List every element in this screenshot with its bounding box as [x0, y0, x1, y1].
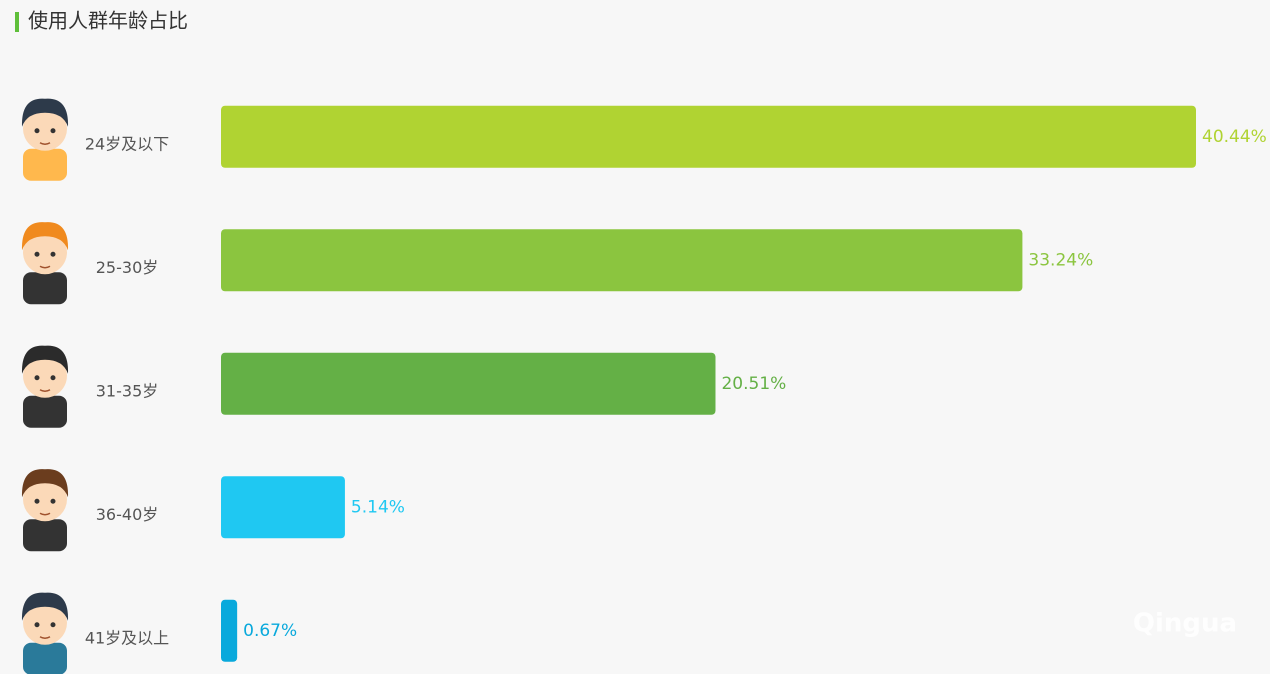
- avatar-eye: [50, 128, 56, 134]
- avatar-mouth: [39, 389, 51, 392]
- avatar-hair: [21, 98, 69, 127]
- bar: [221, 476, 345, 539]
- avatar-mouth: [39, 265, 51, 269]
- avatar-eye: [50, 375, 56, 381]
- avatar-eye: [34, 498, 40, 504]
- avatar-icon: [21, 98, 69, 181]
- category-label: 31-35岁: [96, 381, 159, 400]
- bar: [221, 599, 238, 662]
- avatar-hair: [21, 592, 69, 621]
- title-accent: [15, 12, 19, 32]
- avatar-face: [23, 353, 67, 398]
- avatar-icon: [21, 345, 69, 428]
- avatar-eye: [50, 498, 56, 504]
- avatar-eye: [50, 251, 56, 257]
- avatar-eye: [34, 251, 40, 257]
- avatar-body: [23, 272, 67, 305]
- avatar-eye: [50, 622, 56, 628]
- avatar-face: [23, 477, 67, 522]
- chart-title: 使用人群年龄占比: [28, 9, 188, 33]
- avatar-hair: [21, 345, 69, 374]
- category-label: 36-40岁: [96, 505, 159, 524]
- avatar-face: [23, 600, 67, 645]
- avatar-icon: [21, 469, 69, 552]
- avatar-body: [23, 519, 67, 552]
- avatar-mouth: [39, 636, 51, 639]
- avatar-mouth: [39, 512, 51, 516]
- value-label: 5.14%: [351, 497, 405, 517]
- avatar-body: [23, 148, 67, 181]
- bar: [221, 229, 1023, 292]
- avatar-body: [23, 395, 67, 428]
- avatar-eye: [34, 622, 40, 628]
- category-label: 25-30岁: [96, 258, 159, 277]
- category-label: 24岁及以下: [85, 134, 169, 153]
- bar: [221, 352, 716, 415]
- value-label: 33.24%: [1028, 250, 1093, 270]
- avatar-icon: [21, 222, 69, 305]
- value-label: 20.51%: [721, 374, 786, 394]
- avatar-hair: [21, 222, 69, 251]
- avatar-icon: [21, 592, 69, 674]
- avatar-face: [23, 106, 67, 151]
- category-label: 41岁及以上: [85, 628, 169, 647]
- avatar-body: [23, 642, 67, 674]
- avatar-eye: [34, 128, 40, 134]
- avatar-hair: [21, 469, 69, 498]
- avatar-eye: [34, 375, 40, 381]
- value-label: 40.44%: [1202, 127, 1267, 147]
- watermark: Qingua: [1133, 609, 1237, 639]
- value-label: 0.67%: [243, 621, 297, 641]
- avatar-face: [23, 230, 67, 275]
- avatar-mouth: [39, 142, 51, 145]
- bar: [221, 105, 1196, 168]
